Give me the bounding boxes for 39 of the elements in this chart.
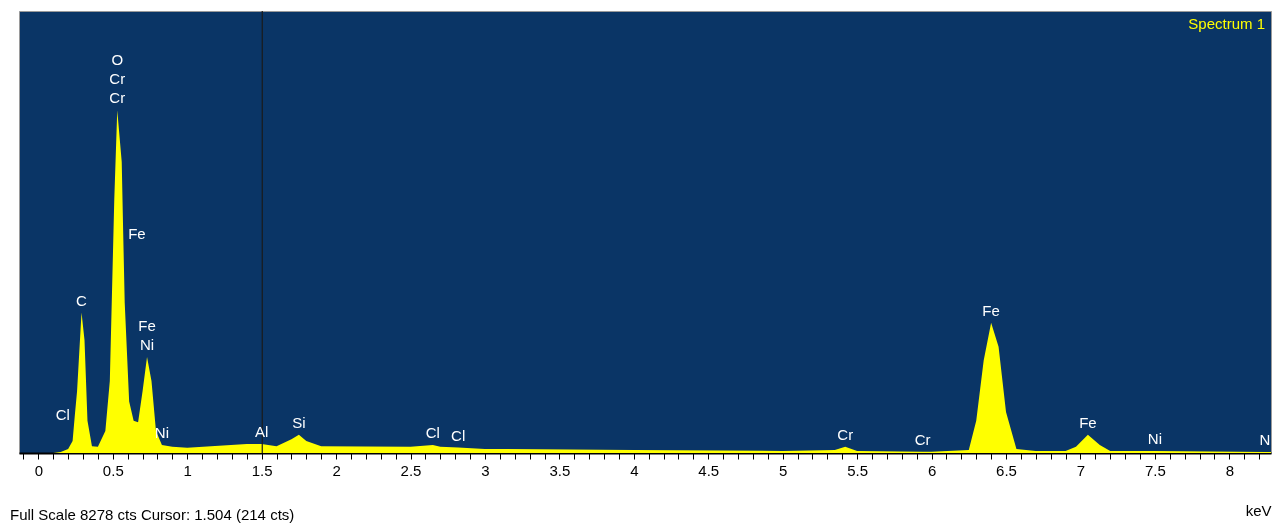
x-tick-label: 6.5: [996, 461, 1017, 479]
x-tick-label: 4: [630, 461, 639, 479]
annotation: Cr: [109, 89, 126, 107]
annotation: Cl: [425, 424, 440, 442]
x-tick-label: 7.5: [1144, 461, 1166, 479]
x-tick-label: 6: [927, 461, 937, 479]
x-tick-label: 7: [1076, 461, 1086, 479]
annotation: Cl: [451, 426, 466, 444]
x-tick-label: 5.5: [847, 461, 869, 479]
annotation: Ni: [1147, 429, 1162, 447]
annotation: Cr: [914, 430, 931, 448]
x-tick-label: 5: [779, 461, 788, 479]
annotation: Ni: [154, 424, 169, 442]
x-tick-label: 1: [183, 461, 192, 479]
annotation: Si: [292, 413, 306, 431]
annotation: O: [111, 51, 124, 69]
annotation: Fe: [982, 301, 1000, 319]
annotation: Cl: [55, 406, 70, 424]
x-tick-label: 1.5: [251, 461, 273, 479]
x-tick-label: 2: [332, 461, 341, 479]
x-tick-label: 3.5: [549, 461, 571, 479]
x-tick-label: 0: [34, 461, 44, 479]
annotation: C: [76, 291, 88, 309]
annotation: Fe: [138, 317, 156, 335]
x-tick-label: 8: [1225, 461, 1234, 479]
x-tick-label: 4.5: [698, 461, 720, 479]
x-tick-label: 3: [481, 461, 490, 479]
x-axis-title: keV: [1245, 501, 1272, 519]
annotation: Ni: [139, 336, 155, 354]
text: Spectrum 1: [1188, 15, 1265, 32]
annotation: Fe: [128, 224, 146, 242]
annotation: Al: [254, 423, 269, 441]
x-tick-label: 0.5: [102, 461, 124, 479]
annotation: N: [1259, 430, 1271, 448]
annotation: Fe: [1079, 413, 1097, 431]
annotation: Cr: [837, 425, 854, 443]
text: Full Scale 8278 cts Cursor: 1.504 (214 cts): [10, 506, 295, 523]
x-tick-label: 2.5: [400, 461, 422, 479]
annotation: Cr: [109, 70, 126, 88]
